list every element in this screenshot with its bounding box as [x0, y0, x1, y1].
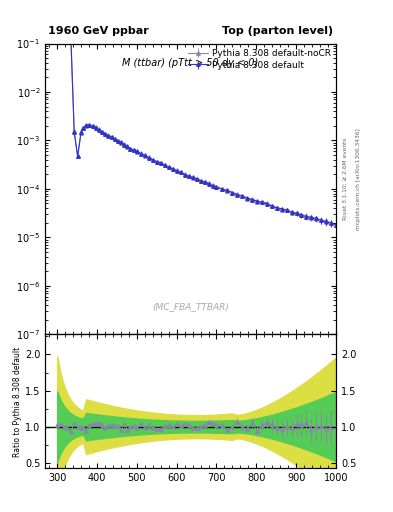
Text: mcplots.cern.ch [arXiv:1306.3436]: mcplots.cern.ch [arXiv:1306.3436]: [356, 129, 361, 230]
Text: Top (parton level): Top (parton level): [222, 26, 333, 36]
Text: Rivet 3.1.10; ≥ 2.6M events: Rivet 3.1.10; ≥ 2.6M events: [343, 138, 348, 221]
Text: (MC_FBA_TTBAR): (MC_FBA_TTBAR): [152, 302, 229, 311]
Legend: Pythia 8.308 default-noCR, Pythia 8.308 default: Pythia 8.308 default-noCR, Pythia 8.308 …: [185, 46, 334, 73]
Y-axis label: Ratio to Pythia 8.308 default: Ratio to Pythia 8.308 default: [13, 346, 22, 457]
Text: 1960 GeV ppbar: 1960 GeV ppbar: [48, 26, 149, 36]
Text: M (ttbar) (pTtt > 50 dy < 0): M (ttbar) (pTtt > 50 dy < 0): [123, 58, 259, 68]
